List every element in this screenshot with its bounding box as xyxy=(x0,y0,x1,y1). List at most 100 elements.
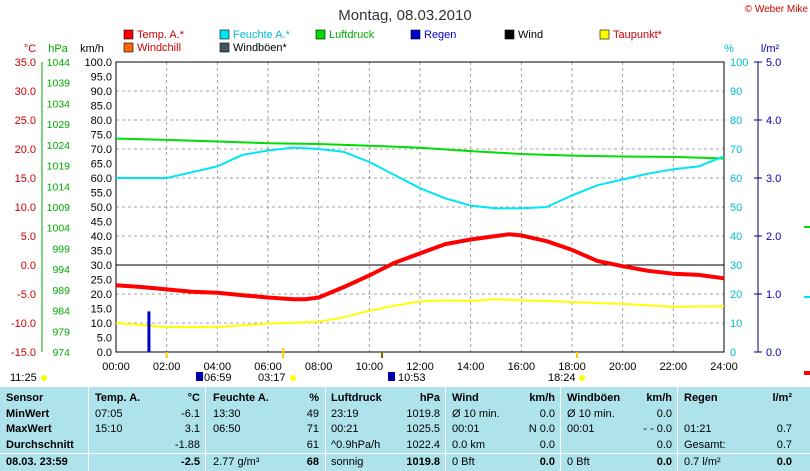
stats-cell: 0.0 xyxy=(656,456,672,468)
wind-tick-label: 25.0 xyxy=(91,275,112,287)
legend-swatch xyxy=(123,29,134,40)
temp-tick-label: 10.0 xyxy=(15,202,36,214)
unit-humidity: % xyxy=(724,43,734,55)
stats-header-cell: Luftdruck xyxy=(331,392,382,404)
pressure-tick-label: 1009 xyxy=(47,202,71,214)
wind-tick-label: 20.0 xyxy=(91,289,112,301)
moon-icon xyxy=(196,372,203,381)
unit-rain: l/m² xyxy=(761,43,780,55)
stats-cell: 15:10 xyxy=(95,423,123,435)
stats-header-cell: km/h xyxy=(646,392,672,404)
stats-cell: 0.0 xyxy=(656,439,672,451)
plot-area xyxy=(115,137,725,352)
stats-cell: 49 xyxy=(306,408,319,420)
pressure-tick-label: 994 xyxy=(52,264,70,276)
temp-tick-label: 5.0 xyxy=(21,231,36,243)
stats-cell: N 0.0 xyxy=(528,423,555,435)
stats-cell: 71 xyxy=(306,423,319,435)
legend: Temp. A.* Feuchte A.* Luftdruck Regen Wind Ta… xyxy=(123,29,663,54)
stats-cell: 06:50 xyxy=(213,423,241,435)
temp-tick-label: 35.0 xyxy=(15,57,36,69)
humidity-tick-label: 70 xyxy=(730,144,742,156)
legend-swatch xyxy=(599,29,610,40)
stats-cell: 0 Bft xyxy=(567,456,590,468)
stats-cell: -6.1 xyxy=(181,408,200,420)
pressure-tick-label: 999 xyxy=(52,243,70,255)
series-line-tempa xyxy=(115,232,725,302)
rain-tick-label: 1.0 xyxy=(766,289,781,301)
stats-cell: 0.7 xyxy=(776,423,792,435)
stats-cell: 68 xyxy=(306,456,319,468)
wind-tick-label: 30.0 xyxy=(91,260,112,272)
wind-tick-label: 60.0 xyxy=(91,173,112,185)
sun-dot xyxy=(41,375,47,381)
sun-dot xyxy=(579,375,585,381)
legend-swatch xyxy=(219,42,230,53)
temp-tick-label: 25.0 xyxy=(15,115,36,127)
stats-cell: 0.0 km xyxy=(452,439,486,451)
axis-unit-labels: °C hPa km/h% l/m² xyxy=(24,43,780,55)
legend-swatch xyxy=(410,29,421,40)
wind-tick-label: 40.0 xyxy=(91,231,112,243)
x-tick-label: 04:00 xyxy=(204,361,232,373)
rain-tick-label: 0.0 xyxy=(766,347,781,359)
wind-tick-label: 95.0 xyxy=(91,72,112,84)
x-tick-label: 20:00 xyxy=(609,361,637,373)
stats-cell: 1019.8 xyxy=(406,456,440,468)
x-tick-label: 02:00 xyxy=(153,361,181,373)
axes: 35.0 30.0 25.0 20.0 15.0 10.0 5.0 0.0 -5.0 -10.0 -… xyxy=(11,57,781,359)
legend-label: Feuchte A.* xyxy=(233,29,291,41)
pressure-tick-label: 1024 xyxy=(47,140,71,152)
stats-cell: MinWert xyxy=(6,408,50,420)
wind-tick-label: 50.0 xyxy=(91,202,112,214)
stats-cell: 0.0 xyxy=(539,408,555,420)
pressure-tick-label: 1004 xyxy=(47,223,71,235)
stats-cell: sonnig xyxy=(331,456,364,468)
wind-tick-label: 5.0 xyxy=(97,333,112,345)
stats-cell: 0.0 xyxy=(539,456,555,468)
stats-header-cell: Wind xyxy=(452,392,479,404)
stats-cell: 0.7 xyxy=(776,439,792,451)
legend-swatch xyxy=(123,42,134,53)
pressure-tick-label: 1029 xyxy=(47,119,71,131)
wind-tick-label: 15.0 xyxy=(91,304,112,316)
stats-header-cell: % xyxy=(309,392,319,404)
stats-cell: MaxWert xyxy=(6,423,52,435)
humidity-tick-label: 0 xyxy=(730,347,736,359)
wind-tick-label: 65.0 xyxy=(91,159,112,171)
x-tick-label: 16:00 xyxy=(508,361,536,373)
chart-title: Montag, 08.03.2010 xyxy=(338,7,471,24)
wind-tick-label: 0.0 xyxy=(97,347,112,359)
x-tick-label: 08:00 xyxy=(305,361,333,373)
legend-label: Taupunkt* xyxy=(613,29,663,41)
wind-tick-label: 55.0 xyxy=(91,188,112,200)
x-tick-label: 06:00 xyxy=(254,361,282,373)
plot-frame xyxy=(115,61,725,353)
pressure-tick-label: 974 xyxy=(52,347,70,359)
stats-cell: 61 xyxy=(306,439,319,451)
wind-tick-label: 35.0 xyxy=(91,246,112,258)
stats-cell: ^0.9hPa/h xyxy=(331,439,381,451)
x-tick-label: 24:00 xyxy=(710,361,738,373)
stats-header-cell: Windböen xyxy=(567,392,621,404)
legend-label: Windchill xyxy=(137,42,181,54)
x-axis: 00:00 02:00 04:00 06:00 08:00 10:00 12:00 14:00… xyxy=(102,361,738,373)
humidity-tick-label: 60 xyxy=(730,173,742,185)
stats-cell: Ø 10 min. xyxy=(567,408,615,420)
pressure-tick-label: 989 xyxy=(52,285,70,297)
stats-cell: 13:30 xyxy=(213,408,241,420)
wind-tick-label: 85.0 xyxy=(91,101,112,113)
humidity-tick-label: 90 xyxy=(730,86,742,98)
series-line-taupunkt xyxy=(115,298,725,329)
stats-header-cell: hPa xyxy=(419,392,440,404)
legend-label: Luftdruck xyxy=(329,29,375,41)
temp-tick-label: 20.0 xyxy=(15,144,36,156)
temp-tick-label: -10.0 xyxy=(11,318,36,330)
pressure-tick-label: 1039 xyxy=(47,78,71,90)
stats-cell: 00:21 xyxy=(331,423,359,435)
edge-indicator xyxy=(804,226,810,228)
sun-markers: 11:25 03:17 06:59 10:53 18:24 xyxy=(10,226,810,384)
legend-label: Temp. A.* xyxy=(137,29,185,41)
stats-cell: - - 0.0 xyxy=(643,423,672,435)
stats-cell: -1.88 xyxy=(174,439,200,451)
